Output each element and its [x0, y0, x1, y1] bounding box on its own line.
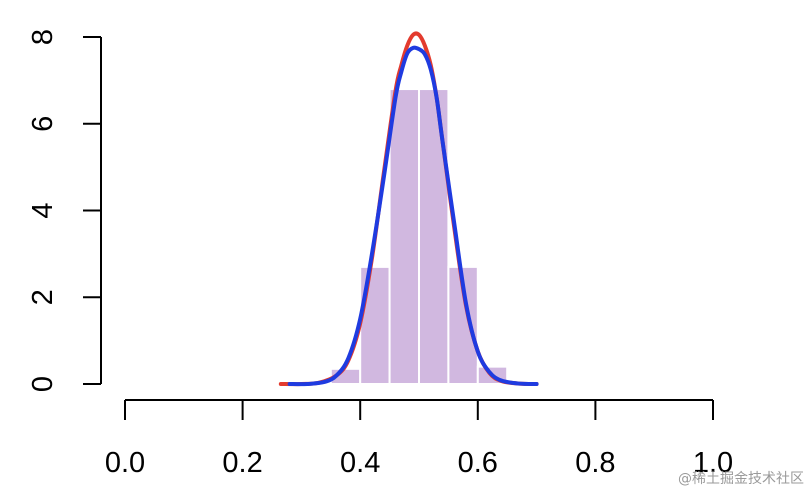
x-axis: 0.0 0.2 0.4 0.6 0.8 1.0	[105, 399, 733, 479]
y-tick-label-3: 6	[27, 116, 59, 132]
x-tick-label-3: 0.6	[458, 447, 498, 479]
x-tick-label-4: 0.8	[575, 447, 615, 479]
watermark-text: @稀土掘金技术社区	[678, 471, 804, 487]
x-tick-label-0: 0.0	[105, 447, 145, 479]
histogram-bar-1	[359, 265, 391, 386]
y-axis: 0 2 4 6 8	[27, 29, 102, 392]
histogram-bar-3	[418, 88, 450, 386]
x-tick-label-1: 0.2	[222, 447, 262, 479]
y-tick-label-1: 2	[27, 289, 59, 305]
x-tick-label-2: 0.4	[340, 447, 380, 479]
y-tick-label-2: 4	[27, 202, 59, 218]
histogram-bar-4	[447, 265, 479, 386]
y-tick-label-0: 0	[27, 376, 59, 392]
density-curve-blue	[287, 45, 539, 387]
x-tick-label-5: 1.0	[693, 447, 733, 479]
y-tick-label-4: 8	[27, 29, 59, 45]
histogram-bar-2	[388, 88, 421, 386]
density-curves	[278, 31, 539, 387]
